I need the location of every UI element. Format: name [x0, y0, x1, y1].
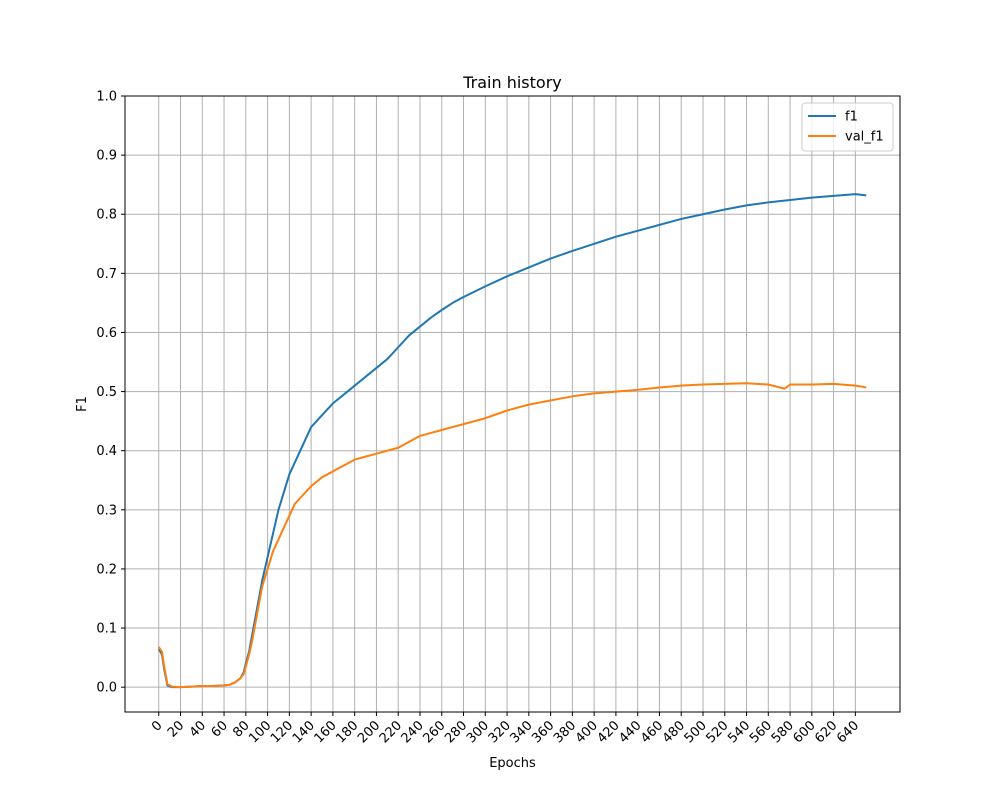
legend-label-f1: f1 — [845, 110, 858, 125]
plot-frame — [124, 95, 901, 713]
y-tick-label: 0.1 — [96, 622, 117, 637]
y-tick-label: 0.3 — [96, 503, 117, 518]
series-line-val-f1 — [157, 382, 867, 689]
y-tick-label: 0.7 — [96, 267, 117, 282]
legend-label-val-f1: val_f1 — [845, 130, 884, 145]
y-tick-label: 0.8 — [96, 208, 117, 223]
y-tick-label: 0.5 — [96, 385, 117, 400]
ticks — [121, 95, 856, 716]
y-tick-label: 1.0 — [96, 90, 117, 105]
y-tick-labels: 0.0 0.1 0.2 0.3 0.4 0.5 0.6 0.7 0.8 0.9 1.0 — [96, 90, 117, 696]
chart-title: Train history — [462, 73, 562, 92]
y-tick-label: 0.4 — [96, 444, 117, 459]
y-tick-label: 0.0 — [96, 681, 117, 696]
x-axis-label: Epochs — [489, 756, 536, 771]
legend: f1 val_f1 — [801, 102, 894, 152]
y-tick-label: 0.2 — [96, 562, 117, 577]
y-tick-label: 0.9 — [96, 149, 117, 164]
y-axis-label: F1 — [75, 396, 90, 412]
y-tick-label: 0.6 — [96, 326, 117, 341]
series-lines — [157, 193, 867, 689]
